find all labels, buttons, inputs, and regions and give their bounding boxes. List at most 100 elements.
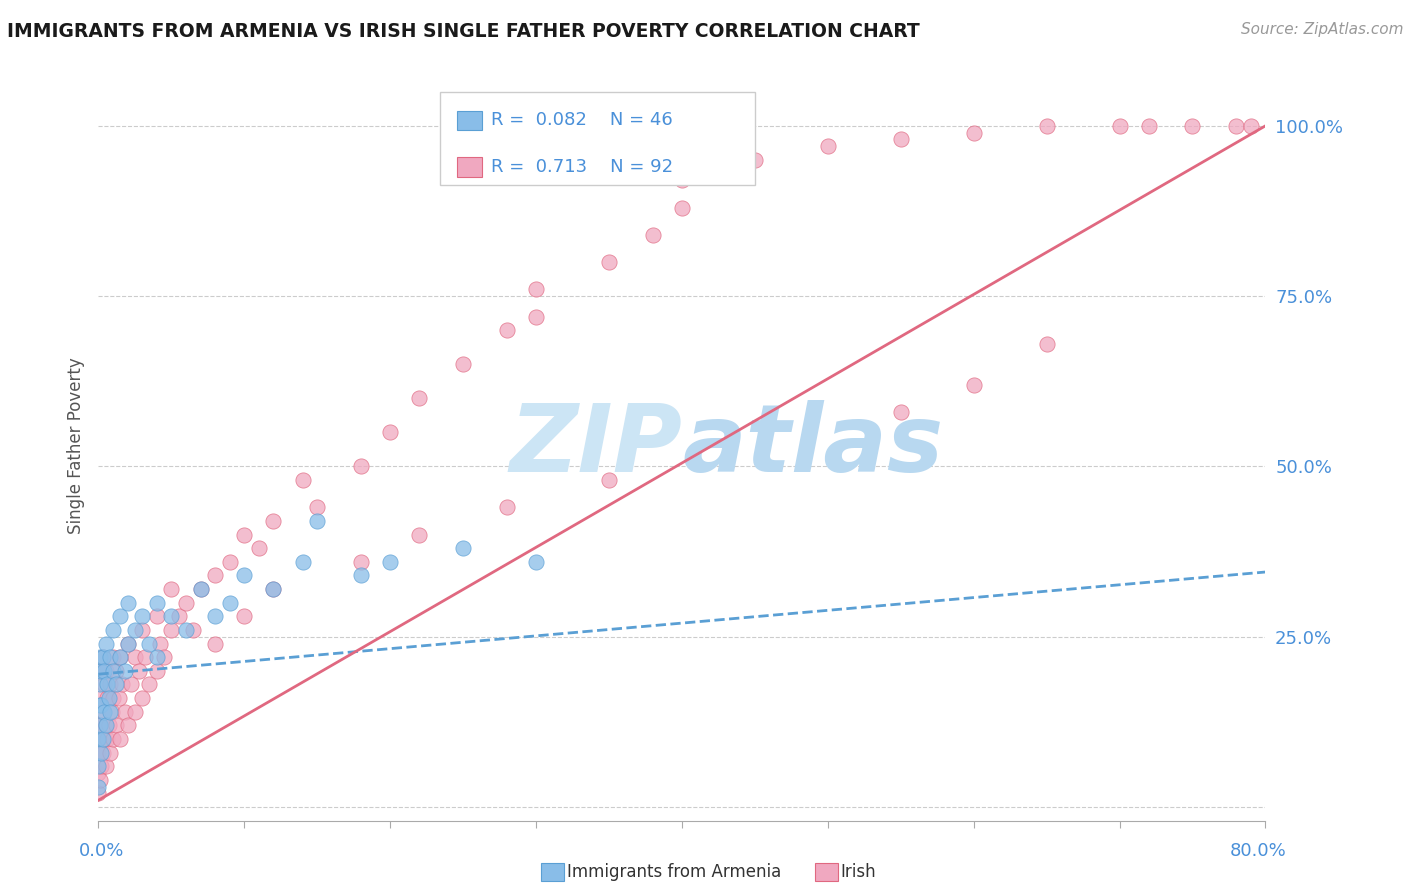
Point xyxy=(94,759,117,773)
Point xyxy=(131,691,153,706)
Point xyxy=(451,357,474,371)
Point xyxy=(101,731,124,746)
Point xyxy=(138,677,160,691)
Point xyxy=(496,323,519,337)
Point xyxy=(1240,119,1263,133)
Point xyxy=(160,582,183,596)
Point xyxy=(110,731,132,746)
Point xyxy=(350,555,373,569)
Text: R =  0.713    N = 92: R = 0.713 N = 92 xyxy=(491,158,673,176)
Point xyxy=(524,282,547,296)
Point xyxy=(90,746,112,760)
Point xyxy=(380,555,402,569)
Point xyxy=(124,705,146,719)
Point xyxy=(87,718,110,732)
Point xyxy=(94,718,117,732)
Point xyxy=(90,664,112,678)
Point xyxy=(89,731,111,746)
Point xyxy=(93,664,115,678)
Point xyxy=(93,731,115,746)
Point xyxy=(291,555,314,569)
Point xyxy=(110,650,132,665)
Point xyxy=(174,596,197,610)
Point xyxy=(90,759,112,773)
Point xyxy=(98,705,121,719)
Point xyxy=(204,609,226,624)
Point xyxy=(97,691,120,706)
Point xyxy=(890,405,912,419)
Point xyxy=(451,541,474,556)
Point xyxy=(307,500,329,515)
Point xyxy=(89,698,111,712)
Point xyxy=(204,636,226,650)
Point xyxy=(962,126,984,140)
Point xyxy=(496,500,519,515)
Point xyxy=(89,677,111,691)
Point xyxy=(124,650,146,665)
Point xyxy=(96,677,118,691)
Point xyxy=(146,664,169,678)
Text: Source: ZipAtlas.com: Source: ZipAtlas.com xyxy=(1240,22,1403,37)
Point xyxy=(98,677,121,691)
Point xyxy=(146,609,169,624)
Point xyxy=(262,582,284,596)
Point xyxy=(94,636,117,650)
Point xyxy=(233,609,256,624)
Point xyxy=(91,731,114,746)
Point xyxy=(247,541,270,556)
Point xyxy=(744,153,766,167)
Point xyxy=(89,718,111,732)
Point xyxy=(890,132,912,146)
Point xyxy=(262,514,284,528)
Point xyxy=(117,596,139,610)
Point xyxy=(350,459,373,474)
Point xyxy=(160,623,183,637)
Point xyxy=(138,636,160,650)
Point xyxy=(233,568,256,582)
Point xyxy=(524,310,547,324)
Point xyxy=(131,623,153,637)
Point xyxy=(124,623,146,637)
Point xyxy=(146,650,169,665)
Point xyxy=(101,664,124,678)
Point xyxy=(671,173,693,187)
Point xyxy=(89,650,111,665)
Point xyxy=(146,596,169,610)
Point xyxy=(104,677,127,691)
Point xyxy=(98,650,121,665)
Point xyxy=(87,731,110,746)
Point xyxy=(190,582,212,596)
Point xyxy=(1108,119,1130,133)
Point xyxy=(91,650,114,665)
Point xyxy=(100,705,122,719)
Text: R =  0.082    N = 46: R = 0.082 N = 46 xyxy=(491,112,672,129)
Point xyxy=(90,718,112,732)
Point xyxy=(350,568,373,582)
Text: Irish: Irish xyxy=(841,863,876,881)
Point xyxy=(128,664,150,678)
Point xyxy=(97,718,120,732)
Point xyxy=(291,473,314,487)
Point xyxy=(89,691,111,706)
Point xyxy=(114,705,136,719)
Point xyxy=(1035,336,1057,351)
Point xyxy=(218,555,240,569)
Point xyxy=(89,772,111,787)
Text: 80.0%: 80.0% xyxy=(1230,842,1286,860)
Point xyxy=(110,609,132,624)
Point xyxy=(181,623,204,637)
Point xyxy=(218,596,240,610)
Point xyxy=(131,609,153,624)
Point xyxy=(91,705,114,719)
Point xyxy=(96,731,118,746)
Point xyxy=(117,636,139,650)
Point xyxy=(134,650,156,665)
Point xyxy=(149,636,172,650)
Point xyxy=(174,623,197,637)
Point xyxy=(87,746,110,760)
Point xyxy=(104,718,127,732)
Point xyxy=(167,609,190,624)
Point xyxy=(1137,119,1160,133)
Point xyxy=(598,255,620,269)
Point xyxy=(307,514,329,528)
